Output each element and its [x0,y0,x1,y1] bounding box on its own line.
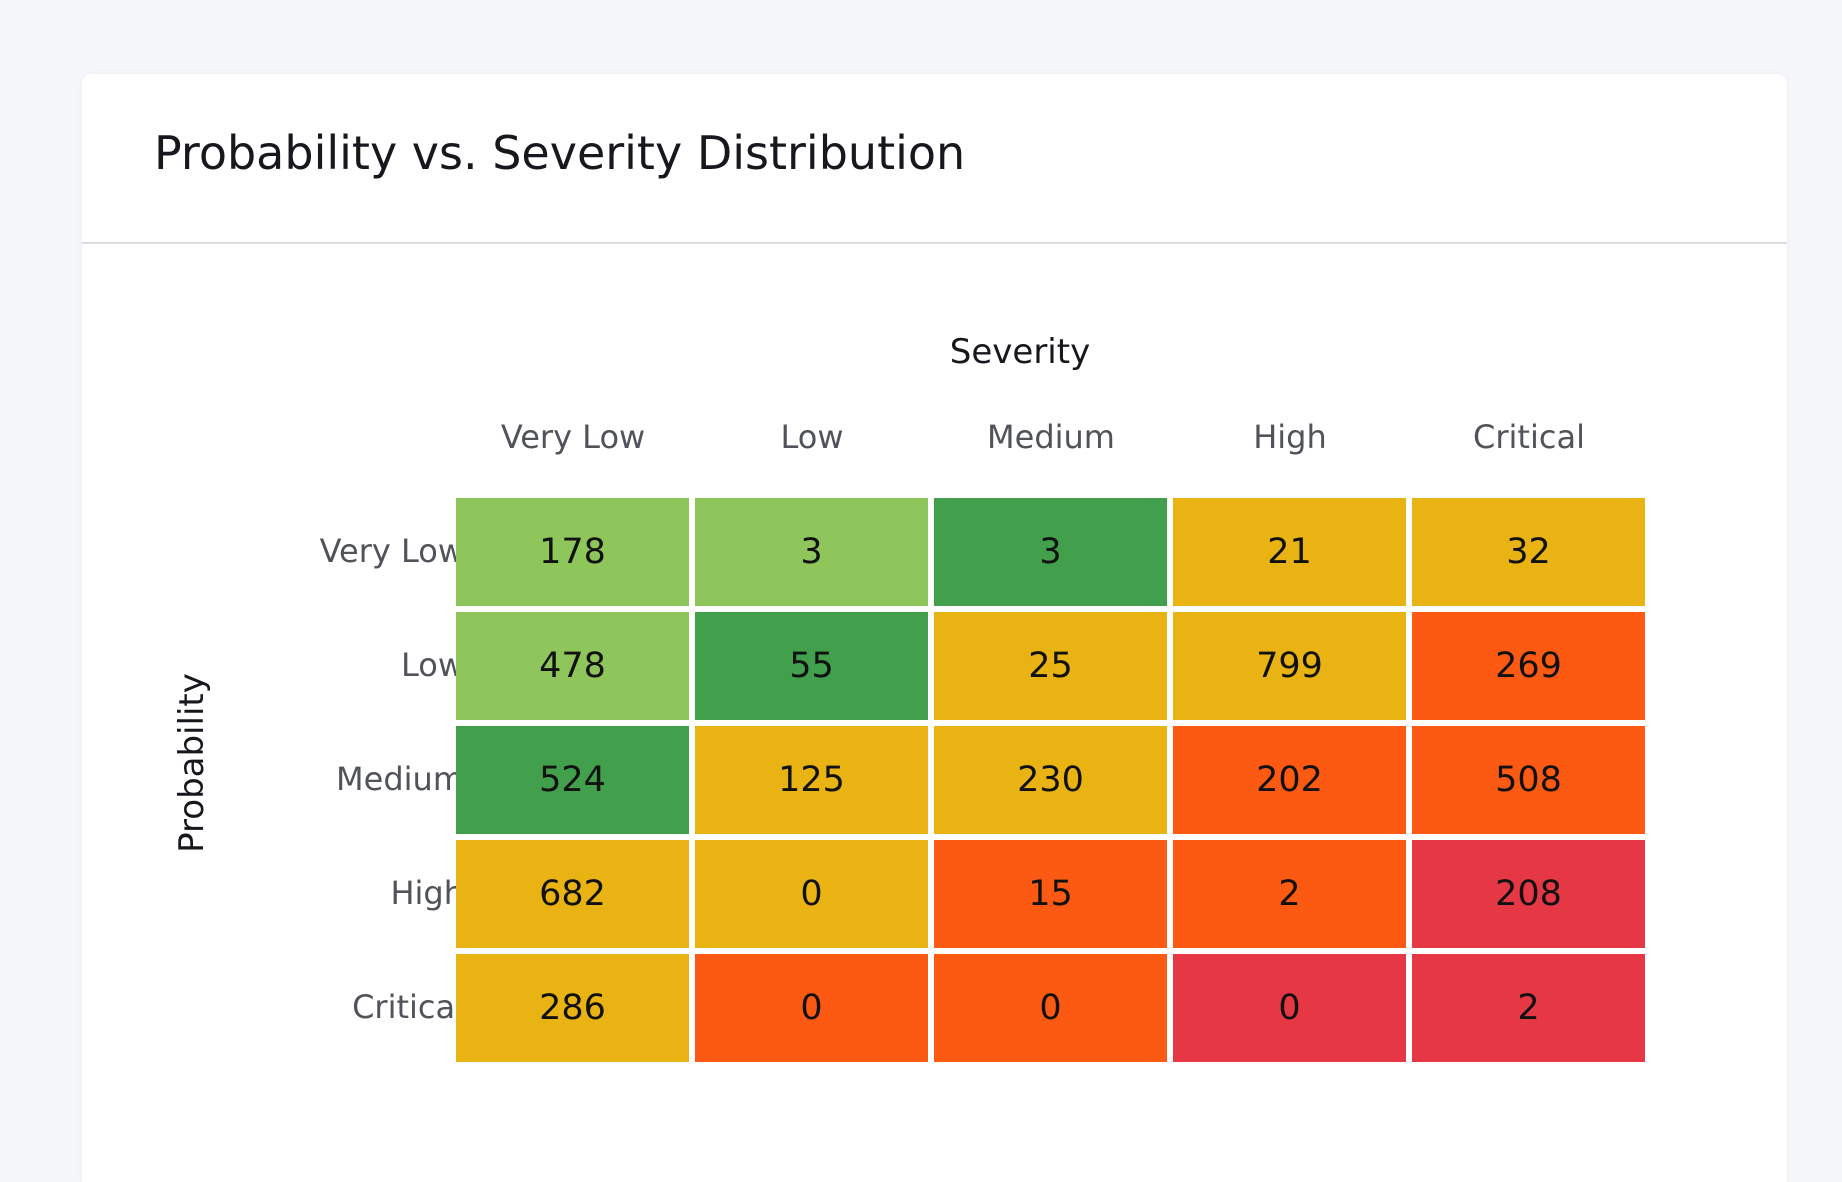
x-tick-label-medium: Medium [987,418,1115,456]
card-title: Probability vs. Severity Distribution [154,126,966,180]
heatmap-cell-very-low-medium: 3 [934,498,1167,606]
heatmap-cell-medium-very-low: 524 [456,726,689,834]
heatmap-cell-high-critical: 208 [1412,840,1645,948]
heatmap-cell-low-very-low: 478 [456,612,689,720]
heatmap-cell-low-medium: 25 [934,612,1167,720]
x-tick-label-very-low: Very Low [500,418,646,456]
heatmap-cell-medium-medium: 230 [934,726,1167,834]
x-axis-title: Severity [949,332,1091,372]
heatmap-cell-critical-low: 0 [695,954,928,1062]
y-tick-label-critical: Critical [352,988,464,1026]
heatmap-cell-high-medium: 15 [934,840,1167,948]
heatmap-cell-critical-critical: 2 [1412,954,1645,1062]
y-tick-label-medium: Medium [336,760,464,798]
heatmap-cell-medium-high: 202 [1173,726,1406,834]
heatmap-cell-high-very-low: 682 [456,840,689,948]
heatmap-cell-low-high: 799 [1173,612,1406,720]
heatmap-cell-critical-medium: 0 [934,954,1167,1062]
heatmap-cell-low-critical: 269 [1412,612,1645,720]
heatmap-cell-very-low-low: 3 [695,498,928,606]
y-tick-label-high: High [390,874,464,912]
heatmap-cell-low-low: 55 [695,612,928,720]
heatmap-cell-medium-low: 125 [695,726,928,834]
heatmap-cell-critical-high: 0 [1173,954,1406,1062]
heatmap-chart: Severity Probability Very Low Low Medium Hi… [82,74,1787,1182]
heatmap-cell-high-high: 2 [1173,840,1406,948]
heatmap-cell-very-low-high: 21 [1173,498,1406,606]
heatmap-cell-very-low-critical: 32 [1412,498,1645,606]
card-header: Probability vs. Severity Distribution [82,74,1787,244]
chart-card: Probability vs. Severity Distribution Se… [82,74,1787,1182]
y-tick-label-very-low: Very Low [319,532,464,570]
heatmap-cell-critical-very-low: 286 [456,954,689,1062]
x-tick-label-critical: Critical [1473,418,1585,456]
x-tick-label-high: High [1253,418,1327,456]
heatmap-cell-very-low-very-low: 178 [456,498,689,606]
heatmap-cell-medium-critical: 508 [1412,726,1645,834]
heatmap-cell-high-low: 0 [695,840,928,948]
x-tick-label-low: Low [780,418,844,456]
y-tick-label-low: Low [400,646,464,684]
y-axis-title: Probability [172,673,212,853]
